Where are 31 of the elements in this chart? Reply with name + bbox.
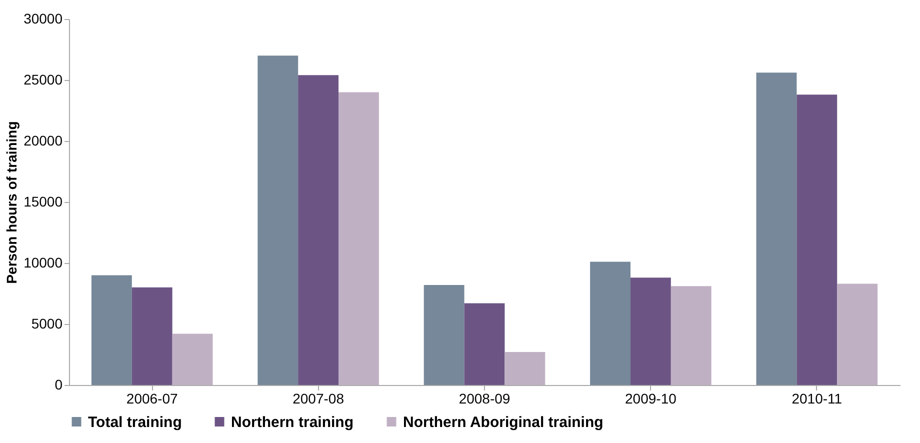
bar <box>464 303 505 385</box>
bar <box>756 72 797 385</box>
y-axis-title: Person hours of training <box>4 121 20 284</box>
bar <box>837 284 878 385</box>
y-tick-label: 20000 <box>24 132 63 148</box>
y-tick-label: 10000 <box>24 254 63 270</box>
bar <box>172 334 213 385</box>
bar <box>796 94 838 385</box>
x-tick-label: 2007-08 <box>292 390 344 406</box>
x-tick-label: 2009-10 <box>625 390 677 406</box>
bar <box>132 287 172 385</box>
bar <box>91 275 132 385</box>
legend-label: Northern Aboriginal training <box>403 414 604 431</box>
y-tick-label: 25000 <box>24 72 63 88</box>
bar <box>298 75 339 385</box>
x-tick-label: 2010-11 <box>792 390 842 406</box>
bar <box>590 262 630 385</box>
y-tick-label: 0 <box>54 376 63 392</box>
y-tick-label: 15000 <box>24 194 63 210</box>
bar <box>670 286 712 385</box>
x-tick-label: 2008-09 <box>458 390 510 406</box>
legend-label: Total training <box>88 414 182 431</box>
bar <box>630 278 671 385</box>
legend-label: Northern training <box>231 414 354 431</box>
bar <box>424 284 464 385</box>
bar <box>258 56 298 385</box>
y-tick-label: 30000 <box>24 10 63 26</box>
bar <box>504 352 546 385</box>
bar <box>338 92 379 385</box>
x-tick-label: 2006-07 <box>126 390 178 406</box>
y-tick-label: 5000 <box>31 316 63 332</box>
